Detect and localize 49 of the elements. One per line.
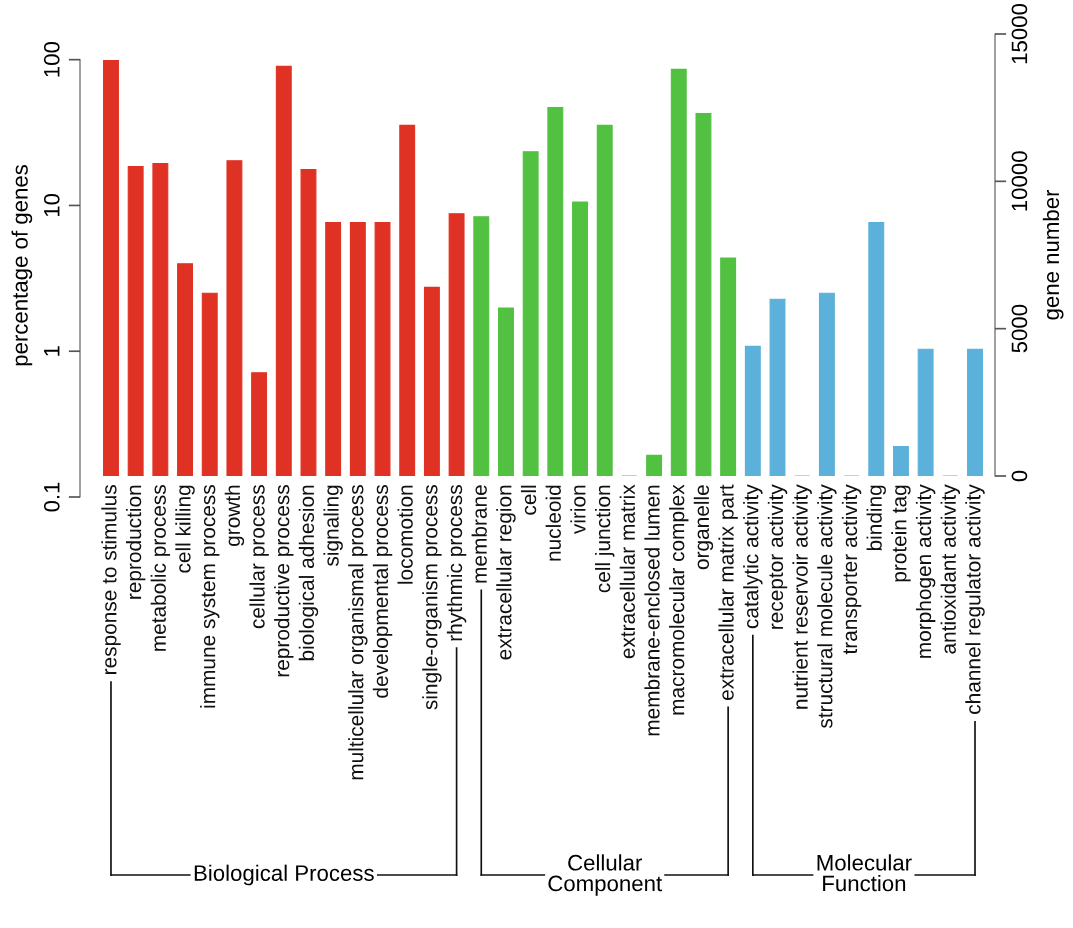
x-tick-label: antioxidant activity <box>940 484 961 654</box>
y-tick-label: 1 <box>44 346 60 356</box>
x-tick-label: virion <box>570 485 586 535</box>
x-tick-label: growth <box>224 485 245 546</box>
x-tick-label: extracellular region <box>496 485 516 660</box>
y-tick-label: 100 <box>43 42 60 77</box>
y-tick-label: 10 <box>43 193 60 217</box>
text: Cellular Component <box>548 854 662 896</box>
x-tick-label: morphogen activity <box>915 484 936 658</box>
x-tick-label: nucleoid <box>545 485 561 561</box>
x-tick-label: response to stimulus <box>101 485 121 674</box>
x-tick-label: multicellular organismal process <box>348 485 368 780</box>
x-tick-label: cell killing <box>175 485 195 573</box>
x-tick-label: biological adhesion <box>298 485 319 661</box>
x-tick-label: cell <box>520 485 537 515</box>
x-tick-label: reproduction <box>125 485 146 599</box>
x-tick-label: extracellular matrix part <box>718 484 738 700</box>
x-tick-label: macromolecular complex <box>669 484 689 715</box>
x-tick-label: catalytic activity <box>743 484 763 629</box>
x-tick-label: membrane <box>471 485 487 583</box>
x-tick-label: channel regulator activity <box>965 484 985 714</box>
x-tick-label: extracellular matrix <box>619 484 635 659</box>
x-tick-label: membrane-enclosed lumen <box>644 485 660 736</box>
x-tick-label: signaling <box>323 485 343 566</box>
x-tick-label: developmental process <box>372 485 393 698</box>
x-tick-label: cellular process <box>249 485 269 629</box>
x-tick-label: receptor activity <box>767 484 788 629</box>
y2-tick-label: 10000 <box>1011 151 1028 211</box>
x-tick-label: single-organism process <box>422 485 442 710</box>
x-tick-label: binding <box>866 485 886 551</box>
x-tick-label: immune system process <box>200 485 220 708</box>
y-axis-title: percentage of genes <box>11 164 33 366</box>
x-tick-label: transporter activity <box>841 484 862 655</box>
y2-axis-title: gene number <box>1042 189 1064 320</box>
x-tick-label: organelle <box>693 485 714 570</box>
y2-tick-label: 5000 <box>1011 304 1028 353</box>
y2-tick-label: 15000 <box>1011 3 1028 64</box>
y-tick-label: 0.1 <box>43 482 60 512</box>
text: Molecular Function <box>817 854 912 892</box>
x-tick-label: locomotion <box>397 485 413 584</box>
y2-tick-label: 0 <box>1011 470 1028 482</box>
x-tick-label: structural molecule activity <box>817 484 837 729</box>
x-tick-label: reproductive process <box>274 485 294 677</box>
text: Biological Process <box>194 864 374 886</box>
x-tick-label: protein tag <box>891 485 911 582</box>
x-tick-label: nutrient reservoir activity <box>792 484 812 709</box>
x-tick-label: metabolic process <box>150 485 171 651</box>
x-tick-label: cell junction <box>595 485 615 593</box>
x-tick-label: rhythmic process <box>446 485 467 641</box>
